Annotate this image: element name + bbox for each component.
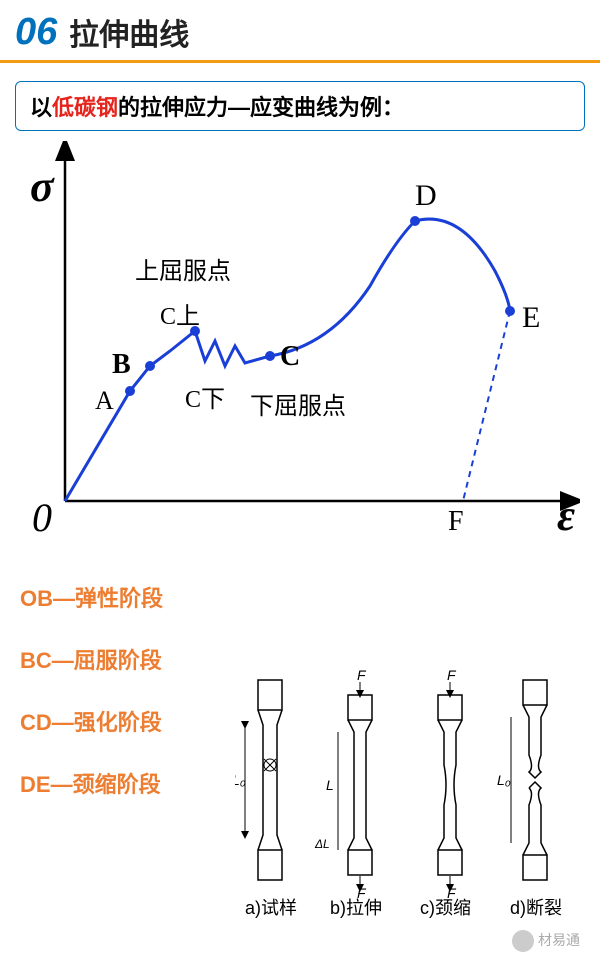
spec-label-d: d)断裂 (510, 894, 562, 920)
svg-text:F: F (357, 670, 367, 683)
label-c: C (280, 341, 300, 373)
label-a: A (95, 386, 114, 416)
subtitle-pre: 以 (30, 95, 52, 120)
label-c-lower: C下 (185, 379, 225, 414)
label-c-upper: C上 (160, 296, 200, 331)
specimen-c: F F (438, 670, 462, 900)
origin-label: 0 (32, 494, 52, 541)
y-axis-label: σ (30, 161, 54, 212)
point-e (505, 306, 515, 316)
point-a (125, 386, 135, 396)
specimen-d: L₀ (497, 680, 547, 880)
specimen-b: F F L ΔL (314, 670, 372, 900)
svg-text:ΔL: ΔL (314, 837, 330, 851)
specimens-svg: L₀ F F L ΔL F F (235, 670, 585, 900)
spec-label-b: b)拉伸 (330, 894, 382, 920)
point-c (265, 351, 275, 361)
upper-yield-label: 上屈服点 (135, 251, 231, 286)
label-f: F (448, 506, 464, 538)
dashed-ef (463, 311, 510, 501)
subtitle-post: 的拉伸应力—应变曲线为例： (118, 95, 404, 120)
watermark: 材易通 (512, 930, 580, 952)
subtitle-box: 以低碳钢的拉伸应力—应变曲线为例： (15, 81, 585, 131)
label-d: D (415, 179, 437, 213)
stage-ob: OB—弹性阶段 (20, 581, 580, 613)
x-axis-label: ε (557, 490, 575, 541)
svg-text:L₀: L₀ (497, 772, 511, 788)
l0-label: L₀ (235, 772, 246, 788)
svg-text:L: L (326, 777, 334, 793)
stress-strain-chart: σ ε 0 A B C上 C C下 D E F 上屈服点 下屈服点 (20, 141, 580, 561)
lower-yield-label: 下屈服点 (250, 386, 346, 421)
label-e: E (522, 301, 540, 335)
spec-label-c: c)颈缩 (420, 894, 471, 920)
section-title: 拉伸曲线 (69, 10, 189, 54)
page-header: 06 拉伸曲线 (0, 0, 600, 63)
label-b: B (112, 349, 131, 381)
subtitle-highlight: 低碳钢 (52, 95, 118, 120)
point-d (410, 216, 420, 226)
point-b (145, 361, 155, 371)
specimen-a: L₀ (235, 680, 282, 880)
specimen-diagrams: L₀ F F L ΔL F F (235, 670, 585, 920)
section-number: 06 (15, 11, 57, 54)
watermark-icon (512, 930, 534, 952)
spec-label-a: a)试样 (245, 894, 297, 920)
svg-text:F: F (447, 670, 457, 683)
